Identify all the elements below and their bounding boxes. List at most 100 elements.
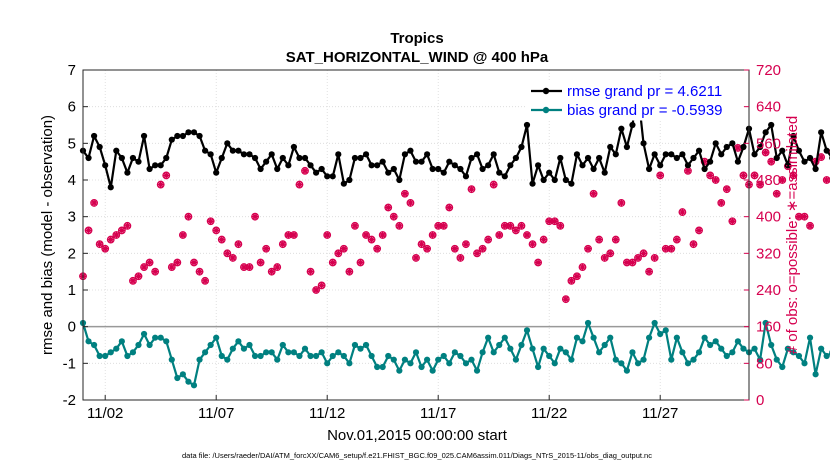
- obs-assimilated-marker: [323, 231, 331, 239]
- obs-assimilated-marker: [623, 258, 631, 267]
- obs-assimilated-marker: [712, 176, 720, 184]
- rmse-point: [318, 165, 325, 173]
- bias-point: [135, 341, 142, 349]
- rmse-point: [168, 136, 175, 143]
- rmse-point: [468, 154, 475, 162]
- obs-assimilated-marker: [584, 245, 592, 253]
- obs-assimilated-marker: [806, 222, 814, 230]
- obs-assimilated-marker: [823, 176, 830, 184]
- obs-assimilated-marker: [251, 213, 259, 221]
- bias-point: [152, 334, 159, 341]
- obs-assimilated-marker: [306, 268, 315, 276]
- bias-point: [213, 334, 220, 341]
- right-tick-label: 720: [756, 62, 781, 79]
- rmse-point: [629, 121, 636, 129]
- bias-point: [584, 319, 592, 327]
- obs-assimilated-marker: [151, 268, 159, 276]
- rmse-point: [657, 162, 664, 169]
- rmse-point: [512, 154, 520, 162]
- rmse-series: [79, 88, 830, 191]
- rmse-point: [240, 151, 248, 158]
- obs-assimilated-marker: [423, 245, 431, 253]
- bias-point: [557, 345, 564, 352]
- obs-assimilated-marker: [662, 245, 670, 253]
- right-tick-label: 560: [756, 135, 781, 152]
- bias-point: [340, 352, 347, 360]
- bias-point: [690, 356, 697, 363]
- obs-assimilated-marker: [101, 245, 109, 253]
- bias-point: [468, 356, 475, 363]
- bias-point: [351, 341, 359, 349]
- right-tick-label: 640: [756, 99, 781, 116]
- bias-point: [324, 360, 331, 367]
- bias-point: [657, 330, 664, 338]
- bias-point: [695, 349, 703, 356]
- bias-point: [357, 345, 364, 352]
- obs-assimilated-marker: [257, 258, 265, 267]
- obs-assimilated-marker: [573, 272, 581, 280]
- obs-assimilated-marker: [612, 235, 620, 244]
- rmse-point: [163, 154, 170, 162]
- bias-point: [729, 349, 736, 356]
- x-tick-label: 11/12: [309, 405, 345, 422]
- obs-assimilated-marker: [689, 240, 698, 248]
- obs-assimilated-marker: [684, 167, 692, 175]
- bias-point: [579, 338, 586, 345]
- bias-point: [418, 363, 425, 371]
- rmse-point: [451, 162, 458, 169]
- obs-assimilated-marker: [162, 171, 170, 180]
- bias-point: [229, 345, 236, 352]
- obs-assimilated-marker: [362, 231, 370, 239]
- obs-assimilated-marker: [212, 226, 220, 235]
- bias-point: [723, 352, 730, 360]
- bias-point: [779, 363, 786, 371]
- obs-assimilated-marker: [667, 245, 675, 253]
- obs-assimilated-marker: [417, 240, 426, 248]
- bias-point: [618, 360, 625, 367]
- rmse-point: [806, 154, 814, 162]
- obs-assimilated-marker: [817, 153, 825, 161]
- obs-assimilated-marker: [562, 295, 570, 303]
- bias-point: [313, 352, 320, 360]
- rmse-point: [412, 158, 420, 165]
- obs-assimilated-marker: [534, 258, 542, 267]
- bias-point: [85, 338, 92, 345]
- bias-point: [673, 334, 680, 341]
- obs-assimilated-marker: [590, 190, 598, 198]
- bias-point: [390, 356, 397, 363]
- obs-assimilated-marker: [451, 245, 459, 253]
- rmse-point: [296, 154, 303, 162]
- rmse-point: [751, 151, 758, 158]
- rmse-point: [707, 158, 714, 165]
- bias-point: [646, 334, 653, 341]
- rmse-point: [351, 154, 359, 162]
- bias-point: [246, 341, 253, 349]
- right-tick-label: 480: [756, 172, 781, 189]
- obs-assimilated-marker: [429, 231, 437, 239]
- obs-assimilated-marker: [390, 213, 398, 221]
- bias-point: [224, 356, 231, 363]
- bias-point: [540, 345, 547, 352]
- rmse-point: [418, 158, 425, 165]
- obs-assimilated-marker: [218, 235, 226, 244]
- rmse-point: [190, 129, 198, 136]
- bias-point: [812, 371, 819, 378]
- rmse-point: [679, 151, 686, 158]
- left-tick-label: 5: [68, 135, 76, 152]
- rmse-point: [440, 169, 447, 176]
- bias-point: [279, 341, 286, 349]
- obs-assimilated-marker: [484, 235, 492, 244]
- bias-point: [301, 345, 309, 352]
- left-tick-label: 3: [68, 209, 76, 226]
- bias-point: [185, 378, 192, 385]
- obs-assimilated-marker: [234, 240, 242, 248]
- y-axis-label-left: rmse and bias (model - observation): [39, 115, 56, 355]
- bias-point: [124, 352, 131, 360]
- rmse-point: [501, 173, 508, 180]
- data-file-footnote: data file: /Users/raeder/DAI/ATM_forcXX/…: [182, 451, 652, 460]
- obs-assimilated-marker: [395, 222, 403, 230]
- obs-assimilated-marker: [340, 245, 348, 253]
- rmse-point: [695, 147, 703, 154]
- left-axis-ticks: -2 -1 0 1 2 3 4 5 6 7: [63, 62, 88, 409]
- obs-assimilated-marker: [201, 277, 209, 285]
